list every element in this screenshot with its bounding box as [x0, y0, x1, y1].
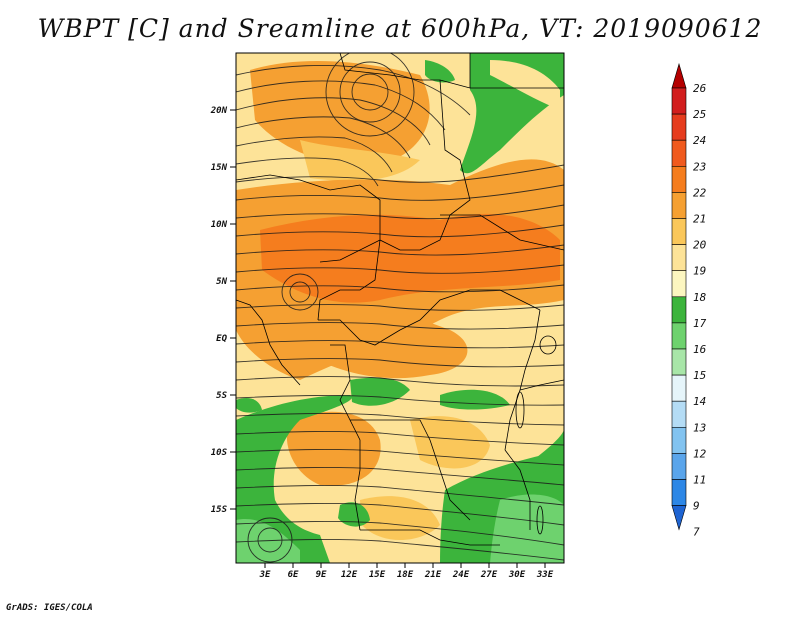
colorbar-arrow-bottom: [671, 505, 687, 531]
longitude-axis: 3E 6E 9E 12E 15E 18E 21E 24E 27E 30E 33E: [259, 563, 554, 580]
map-figure: 20N 15N 10N 5N EQ 5S 10S 15S 3E 6E 9E 12…: [210, 52, 707, 580]
lon-label-30e: 30E: [508, 570, 526, 580]
colorbar-swatch: [671, 270, 687, 298]
colorbar-label: 7: [693, 526, 700, 539]
colorbar-swatch: [671, 479, 687, 506]
colorbar-arrow-top: [671, 62, 687, 89]
colorbar-label: 15: [693, 369, 706, 382]
colorbar-label: 23: [693, 160, 706, 173]
lat-label-15n: 15N: [211, 163, 228, 173]
colorbar-swatch: [671, 453, 687, 480]
lon-label-18e: 18E: [397, 570, 414, 580]
colorbar-swatch: [671, 322, 687, 350]
colorbar-label: 19: [693, 265, 706, 278]
lat-label-5s: 5S: [216, 391, 227, 401]
map-frame: [235, 52, 565, 564]
colorbar-swatch: [671, 244, 687, 272]
lon-label-33e: 33E: [536, 570, 554, 580]
colorbar-swatch: [671, 139, 687, 167]
lon-label-3e: 3E: [259, 570, 271, 580]
colorbar-swatch: [671, 374, 687, 402]
colorbar-label: 25: [693, 108, 706, 121]
colorbar-label: 18: [693, 291, 707, 304]
grads-credit: GrADS: IGES/COLA: [6, 603, 93, 613]
lon-label-21e: 21E: [424, 570, 442, 580]
latitude-axis: 20N 15N 10N 5N EQ 5S 10S 15S: [210, 106, 236, 515]
colorbar-label: 21: [693, 213, 706, 226]
colorbar: 26 25 24 23 22 21 20 19 18 17 16 15 14 13 12 11 9 7: [671, 62, 707, 539]
colorbar-label: 11: [693, 474, 706, 487]
lon-label-12e: 12E: [341, 570, 358, 580]
colorbar-label: 17: [693, 317, 707, 330]
lat-label-5n: 5N: [216, 277, 227, 287]
colorbar-swatch: [671, 192, 687, 219]
lon-label-15e: 15E: [369, 570, 386, 580]
colorbar-swatch: [671, 296, 687, 324]
lakes: [515, 335, 557, 535]
lon-label-24e: 24E: [452, 570, 470, 580]
lat-label-10n: 10N: [211, 220, 228, 230]
colorbar-label: 20: [693, 239, 707, 252]
colorbar-swatch: [671, 218, 687, 245]
colorbar-swatch: [671, 348, 687, 376]
colorbar-swatch: [671, 400, 687, 428]
colorbar-label: 9: [693, 500, 700, 513]
lon-label-9e: 9E: [316, 570, 327, 580]
lat-label-eq: EQ: [216, 334, 227, 344]
lon-label-27e: 27E: [480, 570, 498, 580]
country-borders: [236, 53, 564, 546]
colorbar-swatch: [671, 426, 687, 454]
lat-label-15s: 15S: [211, 505, 228, 515]
lat-label-10s: 10S: [211, 448, 228, 458]
colorbar-label: 26: [693, 82, 707, 95]
colorbar-label: 16: [693, 343, 707, 356]
colorbar-label: 13: [693, 421, 706, 434]
colorbar-label: 24: [693, 134, 706, 147]
colorbar-swatch: [671, 87, 687, 115]
lon-label-6e: 6E: [288, 570, 299, 580]
colorbar-label: 12: [693, 447, 707, 460]
colorbar-swatch: [671, 166, 687, 193]
colorbar-label: 14: [693, 395, 706, 408]
lat-label-20n: 20N: [210, 106, 228, 116]
chart-title: WBPT [C] and Sreamline at 600hPa, VT: 20…: [37, 14, 763, 43]
colorbar-label: 22: [693, 186, 707, 199]
colorbar-swatch: [671, 113, 687, 141]
